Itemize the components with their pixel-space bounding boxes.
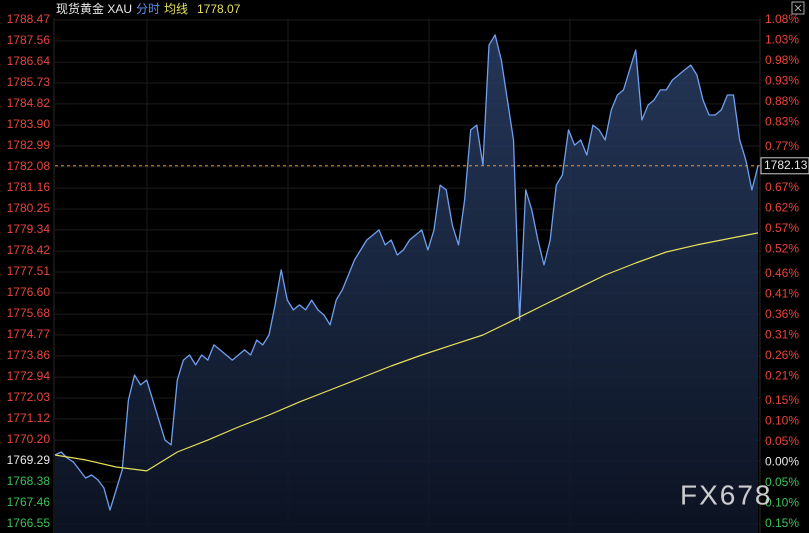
- y2-tick-label: 0.77%: [765, 139, 799, 153]
- y2-tick-label: 0.31%: [765, 328, 799, 342]
- y-tick-label: 1784.82: [7, 96, 51, 110]
- window-button[interactable]: [791, 1, 805, 15]
- y-tick-label: 1788.47: [7, 12, 51, 26]
- ma-label: 均线: [164, 2, 188, 16]
- y2-tick-label: 0.05%: [765, 434, 799, 448]
- y-tick-label: 1778.42: [7, 243, 51, 257]
- y2-tick-label: 1.03%: [765, 33, 799, 47]
- y2-tick-label: 0.98%: [765, 53, 799, 67]
- y2-tick-label: 0.88%: [765, 94, 799, 108]
- y-tick-label: 1768.38: [7, 474, 51, 488]
- y2-tick-label: 0.15%: [765, 393, 799, 407]
- y2-tick-label: 0.05%: [765, 475, 799, 489]
- y2-tick-label: 0.41%: [765, 287, 799, 301]
- y2-tick-label: 1.08%: [765, 12, 799, 26]
- y-tick-label: 1771.12: [7, 411, 51, 425]
- y2-tick-label: 0.00%: [765, 455, 799, 469]
- y-tick-label: 1787.56: [7, 33, 51, 47]
- y-tick-label: 1786.64: [7, 54, 51, 68]
- watermark: FX678: [680, 479, 773, 510]
- y-tick-label: 1776.60: [7, 285, 51, 299]
- ma-value: 1778.07: [197, 2, 241, 16]
- y-tick-label: 1781.16: [7, 180, 51, 194]
- mode-label: 分时: [136, 2, 160, 16]
- y2-tick-label: 0.46%: [765, 266, 799, 280]
- y2-tick-label: 0.10%: [765, 414, 799, 428]
- y-tick-label: 1769.29: [7, 453, 51, 467]
- last-price-box: [760, 157, 809, 175]
- y-tick-label: 1775.68: [7, 306, 51, 320]
- y-tick-label: 1785.73: [7, 75, 51, 89]
- y2-tick-label: 0.26%: [765, 348, 799, 362]
- last-price-label: 1782.13: [764, 158, 808, 172]
- window-button-icon: [794, 4, 802, 12]
- y-tick-label: 1783.90: [7, 117, 51, 131]
- y-tick-label: 1770.20: [7, 432, 51, 446]
- y2-tick-label: 0.57%: [765, 221, 799, 235]
- price-line: [54, 34, 759, 511]
- y-tick-label: 1782.99: [7, 138, 51, 152]
- y2-tick-label: 0.10%: [765, 496, 799, 510]
- y-tick-label: 1772.03: [7, 390, 51, 404]
- y2-tick-label: 0.62%: [765, 201, 799, 215]
- y2-tick-label: 0.52%: [765, 242, 799, 256]
- y-tick-label: 1779.34: [7, 222, 51, 236]
- y-tick-label: 1777.51: [7, 264, 51, 278]
- y2-tick-label: 0.93%: [765, 74, 799, 88]
- y-tick-label: 1782.08: [7, 159, 51, 173]
- chart-title: 现货黄金 XAU: [56, 1, 132, 16]
- y2-tick-label: 0.15%: [765, 516, 799, 530]
- y2-tick-label: 0.21%: [765, 369, 799, 383]
- y-tick-label: 1772.94: [7, 369, 51, 383]
- y2-tick-label: 0.83%: [765, 115, 799, 129]
- y-tick-label: 1780.25: [7, 201, 51, 215]
- y-tick-label: 1766.55: [7, 516, 51, 530]
- y2-tick-label: 0.36%: [765, 307, 799, 321]
- y-tick-label: 1767.46: [7, 495, 51, 509]
- average-line: [54, 232, 759, 472]
- y-tick-label: 1774.77: [7, 327, 51, 341]
- y2-tick-label: 0.67%: [765, 180, 799, 194]
- y-tick-label: 1773.86: [7, 348, 51, 362]
- price-area: [55, 34, 758, 533]
